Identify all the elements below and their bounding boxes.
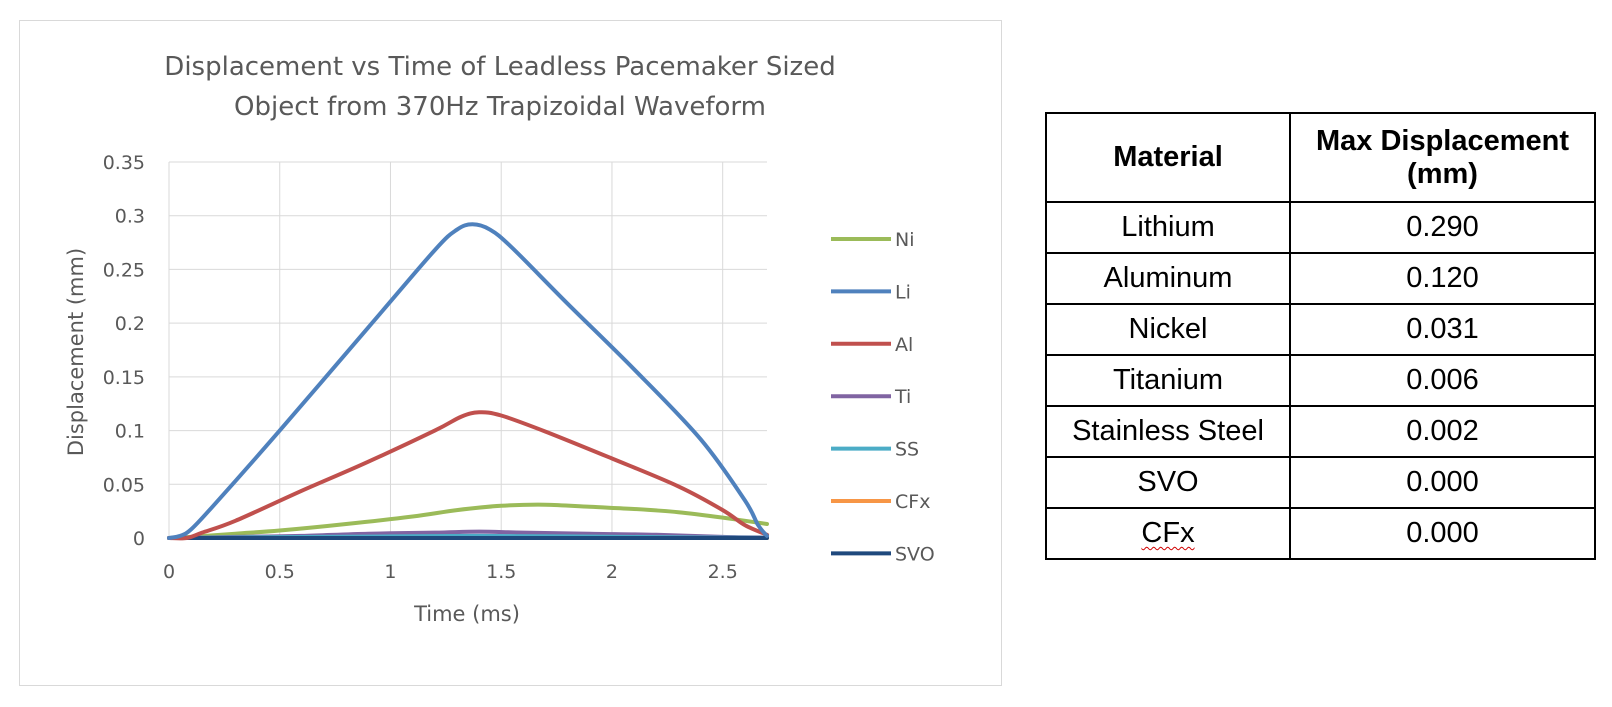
header-max-displacement: Max Displacement (mm) xyxy=(1289,112,1596,203)
legend-label: Li xyxy=(895,281,911,303)
header-max-displacement-line-1: Max Displacement xyxy=(1315,124,1570,157)
material-cell: SVO xyxy=(1045,456,1291,509)
max-displacement-cell: 0.000 xyxy=(1289,456,1596,509)
legend-label: SS xyxy=(895,439,919,461)
material-cell: Stainless Steel xyxy=(1045,405,1291,458)
legend-label: Ti xyxy=(894,386,911,408)
legend-label: SVO xyxy=(895,543,935,565)
x-tick-label: 1 xyxy=(384,561,396,583)
y-tick-label: 0.2 xyxy=(115,313,145,335)
x-tick-label: 2 xyxy=(606,561,618,583)
legend-item-ss: SS xyxy=(831,439,919,461)
header-material: Material xyxy=(1045,112,1291,203)
max-displacement-cell: 0.290 xyxy=(1289,201,1596,254)
y-tick-label: 0.3 xyxy=(115,206,145,228)
legend-item-li: Li xyxy=(831,281,911,303)
y-tick-label: 0.15 xyxy=(103,367,145,389)
y-tick-label: 0 xyxy=(133,528,145,550)
chart-area: 0 0.05 0.1 0.15 0.2 0.25 0.3 0.35 0 0.5 1 1.5 2 2.5 N… xyxy=(19,20,1002,686)
table-row: Nickel 0.031 xyxy=(1045,303,1596,356)
material-cell: Aluminum xyxy=(1045,252,1291,305)
legend-item-cfx: CFx xyxy=(831,491,930,513)
legend: Ni Li Al Ti SS CFx SVO xyxy=(831,229,935,565)
x-axis-label: Time (ms) xyxy=(413,602,520,626)
y-tick-label: 0.05 xyxy=(103,474,145,496)
y-tick-label: 0.25 xyxy=(103,259,145,281)
y-tick-label: 0.35 xyxy=(103,152,145,174)
header-material-text: Material xyxy=(1113,141,1223,173)
y-axis-label: Displacement (mm) xyxy=(64,248,88,456)
gridlines xyxy=(168,161,767,539)
series-line-al xyxy=(167,410,769,541)
table-row: CFx 0.000 xyxy=(1045,507,1596,560)
header-max-displacement-line-2: (mm) xyxy=(1407,157,1478,190)
x-tick-label: 1.5 xyxy=(486,561,516,583)
table-row: Titanium 0.006 xyxy=(1045,354,1596,407)
series-line-ni xyxy=(167,502,769,540)
legend-label: Al xyxy=(895,334,913,356)
series-lines xyxy=(167,222,769,541)
table-row: SVO 0.000 xyxy=(1045,456,1596,509)
legend-item-al: Al xyxy=(831,334,913,356)
tick-labels: 0 0.05 0.1 0.15 0.2 0.25 0.3 0.35 0 0.5 1 1.5 2 2.5 xyxy=(103,152,738,583)
legend-label: Ni xyxy=(895,229,915,251)
x-tick-label: 0.5 xyxy=(265,561,295,583)
table-row: Lithium 0.290 xyxy=(1045,201,1596,254)
legend-item-ni: Ni xyxy=(831,229,915,251)
material-cell: Lithium xyxy=(1045,201,1291,254)
chart-title-line-1: Displacement vs Time of Leadless Pacemak… xyxy=(164,52,835,82)
max-displacement-cell: 0.000 xyxy=(1289,507,1596,560)
max-displacement-cell: 0.120 xyxy=(1289,252,1596,305)
max-displacement-table: Material Max Displacement (mm) Lithium 0.2… xyxy=(1045,112,1596,560)
max-displacement-cell: 0.002 xyxy=(1289,405,1596,458)
table-header-row: Material Max Displacement (mm) xyxy=(1045,112,1596,203)
line-chart: 0 0.05 0.1 0.15 0.2 0.25 0.3 0.35 0 0.5 1 1.5 2 2.5 N… xyxy=(64,52,935,626)
material-cell: CFx xyxy=(1045,507,1291,560)
material-cell: Nickel xyxy=(1045,303,1291,356)
max-displacement-cell: 0.006 xyxy=(1289,354,1596,407)
y-tick-label: 0.1 xyxy=(115,421,145,443)
table-row: Aluminum 0.120 xyxy=(1045,252,1596,305)
x-tick-label: 2.5 xyxy=(708,561,738,583)
max-displacement-cell: 0.031 xyxy=(1289,303,1596,356)
table-row: Stainless Steel 0.002 xyxy=(1045,405,1596,458)
x-tick-label: 0 xyxy=(163,561,175,583)
legend-item-ti: Ti xyxy=(831,386,911,408)
legend-label: CFx xyxy=(895,491,930,513)
chart-title-line-2: Object from 370Hz Trapizoidal Waveform xyxy=(234,92,766,122)
material-cell: Titanium xyxy=(1045,354,1291,407)
series-line-li xyxy=(167,222,769,540)
material-cfx-text: CFx xyxy=(1141,517,1195,549)
legend-item-svo: SVO xyxy=(831,543,935,565)
